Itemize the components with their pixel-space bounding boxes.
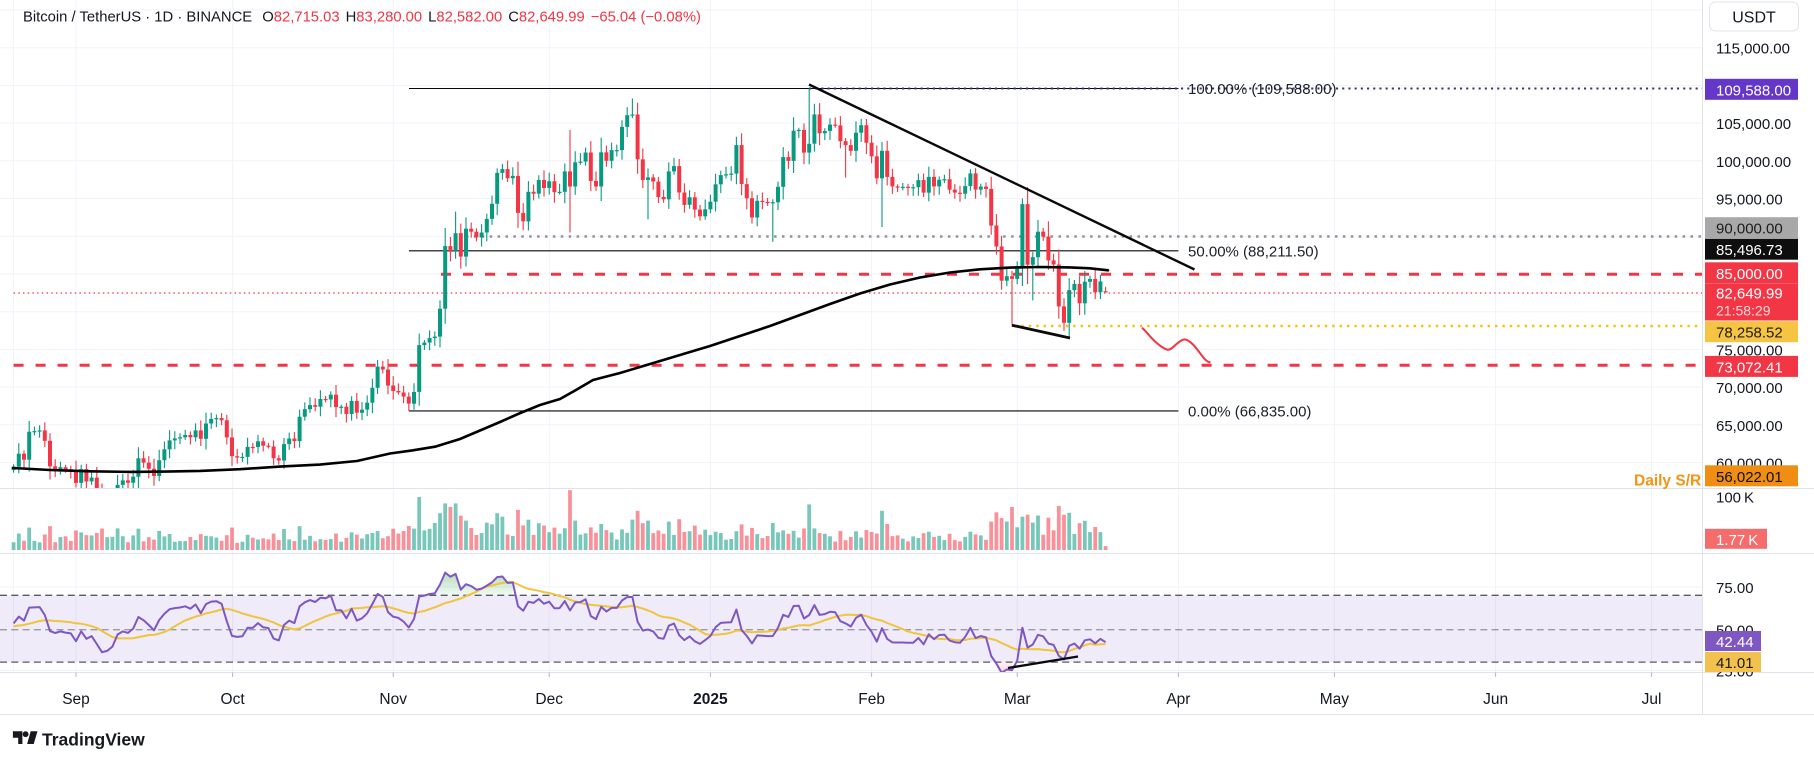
- svg-text:Bitcoin / TetherUS · 1D · BINA: Bitcoin / TetherUS · 1D · BINANCE O82,71…: [23, 10, 701, 26]
- svg-text:90,000.00: 90,000.00: [1716, 221, 1783, 238]
- svg-text:109,588.00: 109,588.00: [1716, 82, 1791, 99]
- svg-text:Feb: Feb: [858, 691, 885, 708]
- svg-text:Dec: Dec: [535, 691, 563, 708]
- svg-text:75.00: 75.00: [1716, 580, 1754, 597]
- svg-text:21:58:29: 21:58:29: [1716, 303, 1771, 319]
- svg-text:Sep: Sep: [62, 691, 90, 708]
- svg-text:82,649.99: 82,649.99: [1716, 286, 1783, 303]
- svg-text:85,000.00: 85,000.00: [1716, 266, 1783, 283]
- svg-text:Jul: Jul: [1642, 691, 1662, 708]
- svg-text:105,000.00: 105,000.00: [1716, 116, 1791, 133]
- svg-text:56,022.01: 56,022.01: [1716, 469, 1783, 486]
- svg-text:TradingView: TradingView: [42, 730, 145, 750]
- svg-text:Oct: Oct: [221, 691, 246, 708]
- svg-text:100,000.00: 100,000.00: [1716, 154, 1791, 171]
- svg-text:Apr: Apr: [1166, 691, 1190, 708]
- svg-text:USDT: USDT: [1732, 10, 1776, 27]
- svg-text:95,000.00: 95,000.00: [1716, 192, 1783, 209]
- svg-text:1.77 K: 1.77 K: [1716, 532, 1758, 549]
- svg-text:73,072.41: 73,072.41: [1716, 359, 1783, 376]
- svg-text:Nov: Nov: [379, 691, 407, 708]
- svg-text:41.01: 41.01: [1716, 655, 1754, 672]
- svg-text:Jun: Jun: [1483, 691, 1508, 708]
- svg-text:100 K: 100 K: [1716, 490, 1754, 507]
- svg-text:75,000.00: 75,000.00: [1716, 342, 1783, 359]
- svg-text:65,000.00: 65,000.00: [1716, 418, 1783, 435]
- svg-text:Mar: Mar: [1004, 691, 1031, 708]
- svg-text:85,496.73: 85,496.73: [1716, 242, 1783, 259]
- svg-text:2025: 2025: [693, 691, 728, 708]
- svg-text:Daily S/R: Daily S/R: [1634, 473, 1701, 490]
- svg-text:42.44: 42.44: [1716, 634, 1754, 651]
- svg-text:May: May: [1320, 691, 1350, 708]
- svg-text:78,258.52: 78,258.52: [1716, 325, 1783, 342]
- svg-text:70,000.00: 70,000.00: [1716, 380, 1783, 397]
- svg-text:0.00% (66,835.00): 0.00% (66,835.00): [1188, 404, 1311, 421]
- svg-text:115,000.00: 115,000.00: [1716, 41, 1790, 58]
- svg-text:100.00% (109,588.00): 100.00% (109,588.00): [1188, 81, 1336, 98]
- svg-text:50.00% (88,211.50): 50.00% (88,211.50): [1188, 244, 1319, 261]
